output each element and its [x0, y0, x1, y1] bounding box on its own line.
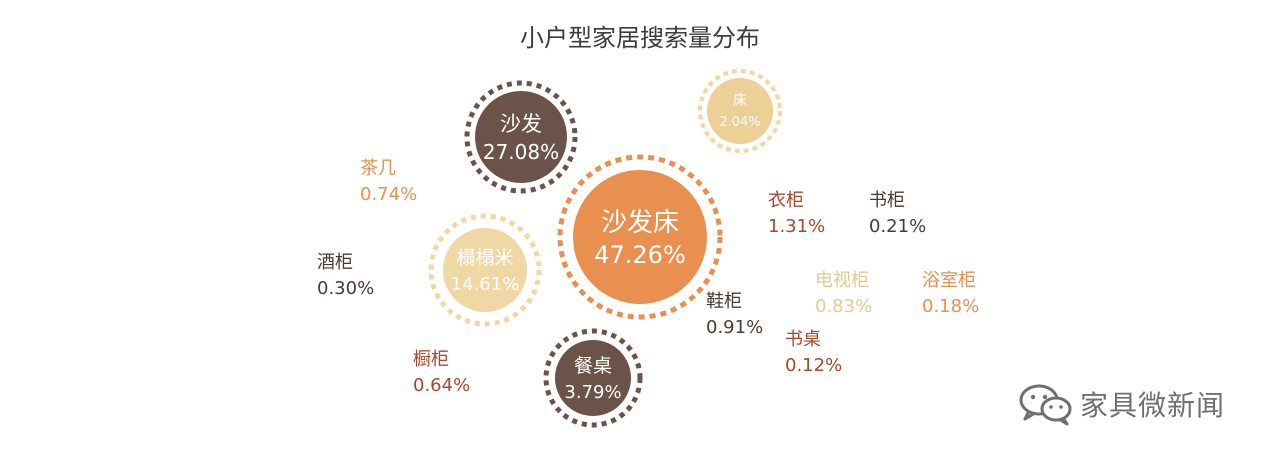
text-item-item-10: 酒柜 0.30%: [317, 252, 374, 299]
chart-marks: 沙发床 47.26% 沙发 27.08% 榻榻米 14.61% 餐桌 3.79% 床 2.04% 衣…: [317, 69, 979, 428]
bubble-label: 餐桌: [574, 355, 612, 377]
bubble-circle: [573, 170, 707, 304]
bubble-circle: [443, 228, 527, 312]
item-label: 浴室柜: [922, 270, 976, 291]
item-label: 酒柜: [317, 252, 353, 273]
item-value: 0.74%: [360, 184, 417, 205]
bubble-item-0: 沙发床 47.26%: [557, 154, 723, 320]
wechat-icon: [1019, 384, 1072, 426]
text-item-item-13: 书桌 0.12%: [785, 329, 842, 376]
item-label: 橱柜: [413, 349, 449, 370]
item-label: 衣柜: [768, 190, 804, 211]
bubble-ring: [557, 154, 723, 320]
text-item-item-11: 书柜 0.21%: [869, 190, 926, 237]
item-label: 电视柜: [815, 270, 869, 291]
bubble-item-1: 沙发 27.08%: [464, 80, 578, 194]
item-value: 0.64%: [413, 375, 470, 396]
text-item-item-7: 电视柜 0.83%: [815, 270, 872, 317]
bubble-item-2: 榻榻米 14.61%: [428, 213, 542, 327]
bubble-circle: [555, 340, 631, 416]
bubble-value: 2.04%: [719, 115, 760, 130]
text-item-item-12: 浴室柜 0.18%: [922, 270, 979, 317]
bubble-label: 沙发: [500, 112, 542, 136]
text-item-item-8: 茶几 0.74%: [360, 158, 417, 205]
bubble-circle: [707, 78, 773, 144]
bubble-ring: [428, 213, 542, 327]
bubble-ring: [698, 69, 782, 153]
bubble-item-3: 餐桌 3.79%: [543, 328, 643, 428]
bubble-value: 47.26%: [594, 241, 686, 269]
bubble-value: 27.08%: [483, 140, 559, 164]
watermark-text: 家具微新闻: [1080, 389, 1226, 422]
chart-title: 小户型家居搜索量分布: [520, 24, 760, 52]
bubble-ring: [543, 328, 643, 428]
bubble-label: 榻榻米: [456, 247, 513, 269]
text-item-item-6: 鞋柜 0.91%: [706, 291, 763, 338]
bubble-ring: [464, 80, 578, 194]
wechat-watermark: 家具微新闻: [1010, 378, 1260, 428]
item-value: 0.83%: [815, 296, 872, 317]
item-value: 0.91%: [706, 317, 763, 338]
item-label: 书桌: [785, 329, 821, 350]
item-label: 书柜: [869, 190, 905, 211]
bubble-value: 3.79%: [564, 382, 621, 403]
item-value: 0.18%: [922, 296, 979, 317]
item-value: 1.31%: [768, 216, 825, 237]
item-value: 0.30%: [317, 278, 374, 299]
item-value: 0.12%: [785, 355, 842, 376]
bubble-value: 14.61%: [451, 274, 520, 295]
item-label: 鞋柜: [706, 291, 742, 312]
bubble-label: 床: [733, 93, 747, 109]
item-value: 0.21%: [869, 216, 926, 237]
text-item-item-5: 衣柜 1.31%: [768, 190, 825, 237]
text-item-item-9: 橱柜 0.64%: [413, 349, 470, 396]
bubble-item-4: 床 2.04%: [698, 69, 782, 153]
bubble-label: 沙发床: [601, 208, 679, 238]
item-label: 茶几: [360, 158, 396, 179]
bubble-circle: [475, 91, 567, 183]
